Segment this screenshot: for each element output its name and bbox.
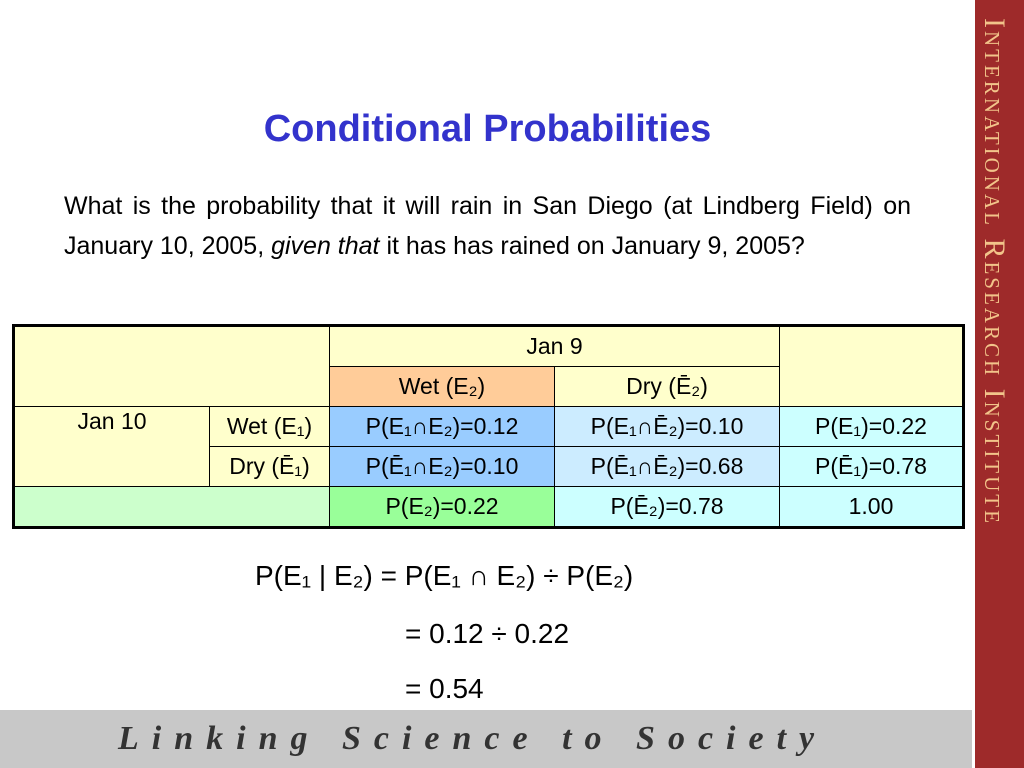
cell: P(Ē₁)=0.78 — [779, 446, 964, 487]
title: Conditional Probabilities — [263, 108, 712, 150]
corner — [13, 486, 330, 528]
cell: P(Ē₁∩E₂)=0.10 — [329, 446, 555, 487]
cell: P(E₁∩Ē₂)=0.10 — [554, 406, 780, 447]
question-emphasis: given that — [271, 232, 380, 260]
total: P(E₂)=0.22 — [329, 486, 555, 528]
equation: P(E₁ | E₂) = P(E₁ ∩ E₂) ÷ P(E₂) — [255, 560, 634, 591]
question-text: it has has rained on January 9, 2005? — [379, 232, 805, 260]
footer: Linking Science to Society — [0, 710, 972, 768]
equation: = 0.54 — [405, 673, 484, 704]
total: P(Ē₂)=0.78 — [554, 486, 780, 528]
cell: P(E₁∩E₂)=0.12 — [329, 406, 555, 447]
sidebar-text: International Research Institute — [978, 18, 1011, 526]
row-header: Dry (Ē₁) — [209, 446, 330, 487]
corner — [13, 325, 330, 407]
equation: = 0.12 ÷ 0.22 — [405, 618, 570, 649]
total: 1.00 — [779, 486, 964, 528]
row-header: Wet (E₁) — [209, 406, 330, 447]
column-header: Wet (E₂) — [329, 366, 555, 407]
column-header: Dry (Ē₂) — [554, 366, 780, 407]
corner — [779, 325, 964, 407]
cell: P(Ē₁∩Ē₂)=0.68 — [554, 446, 780, 487]
column-group: Jan 9 — [329, 325, 780, 367]
cell: P(E₁)=0.22 — [779, 406, 964, 447]
question-text: What is the probability that it will rai… — [64, 192, 911, 260]
question: What is the probability that it will rai… — [64, 186, 911, 266]
row-group: Jan 10 — [13, 406, 210, 487]
probability-table: Jan 9 Wet (E₂) Dry (Ē₂) Jan 10 Wet (E₁) … — [12, 324, 965, 529]
sidebar: International Research Institute — [975, 0, 1024, 768]
footer-text: Linking Science to Society — [118, 720, 828, 757]
